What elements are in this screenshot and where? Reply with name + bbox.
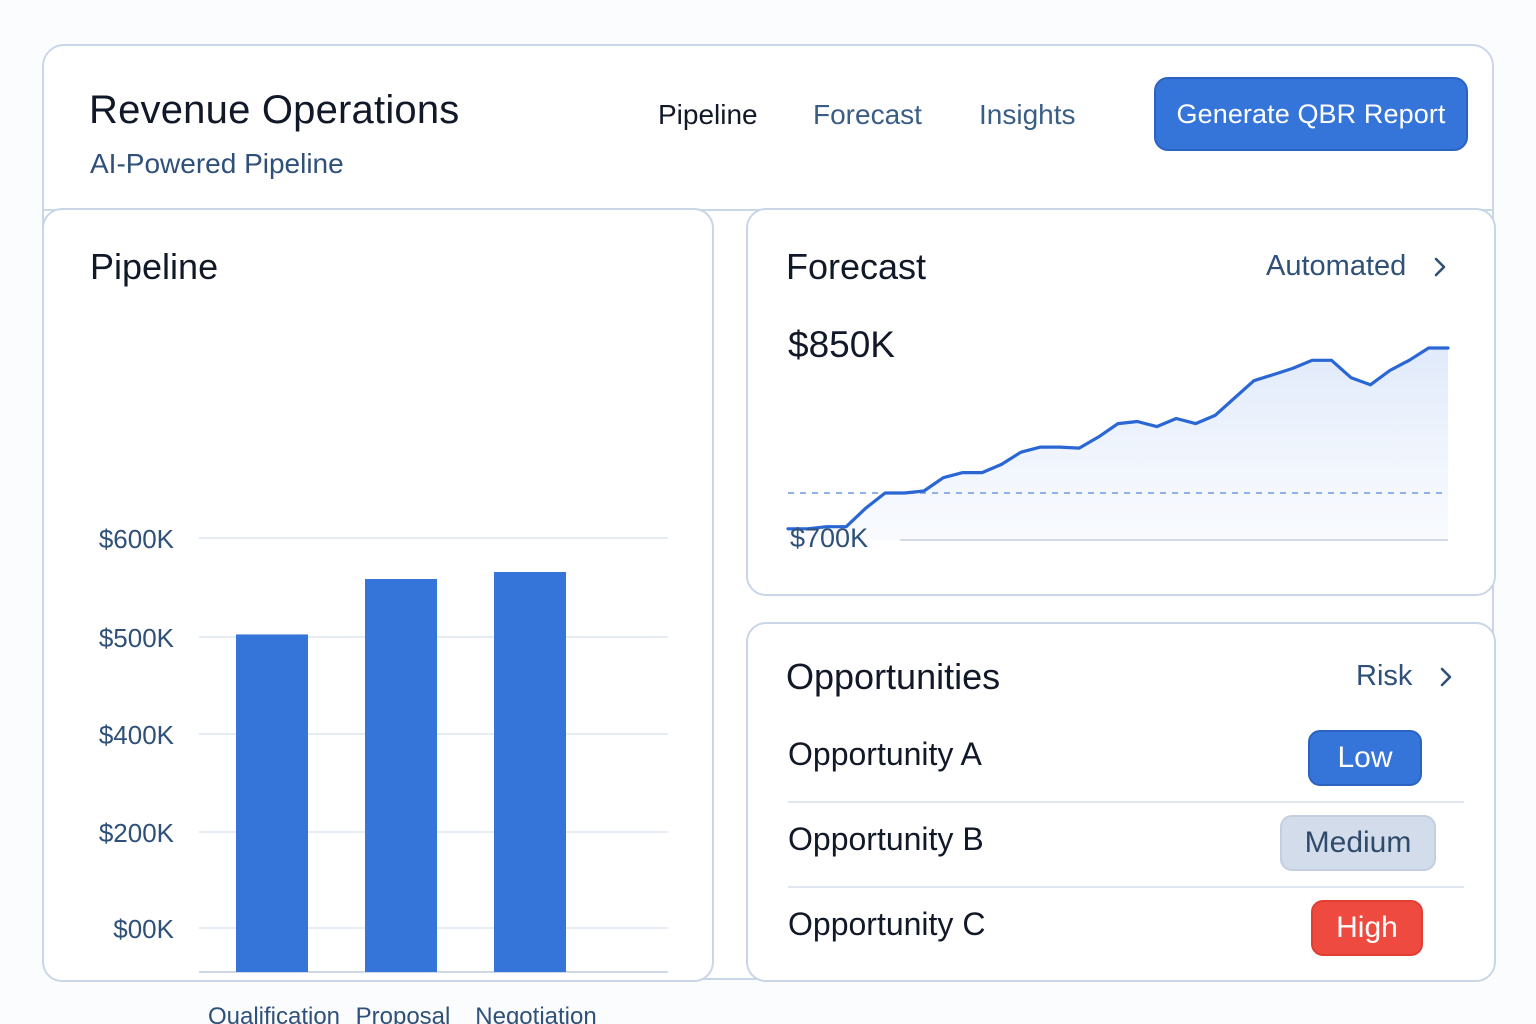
pipeline-bar-chart: $00K $200K $400K $500K $600K Qualification Pro… [99, 524, 668, 1024]
x-tick-label: Proposal [356, 1003, 451, 1024]
bar [494, 572, 566, 972]
risk-badge-low: Low [1308, 730, 1422, 786]
app-header: Revenue Operations AI-Powered Pipeline P… [44, 46, 1492, 211]
x-tick-label: Qualification [208, 1003, 340, 1024]
opportunity-name: Opportunity C [788, 906, 986, 942]
y-tick-label: $500K [99, 623, 175, 653]
tab-pipeline[interactable]: Pipeline [658, 99, 758, 130]
opportunity-row[interactable]: Opportunity C High [788, 888, 1464, 973]
y-tick-label: $00K [113, 914, 174, 944]
forecast-area-chart [786, 346, 1450, 541]
y-tick-label: $400K [99, 720, 175, 750]
opportunity-row[interactable]: Opportunity A Low [788, 718, 1464, 803]
y-tick-label: $600K [99, 524, 175, 554]
opportunity-name: Opportunity A [788, 736, 982, 772]
chevron-right-icon [1434, 257, 1446, 276]
forecast-link-label: Automated [1266, 250, 1407, 282]
forecast-automated-link[interactable]: Automated [1266, 250, 1448, 283]
tab-forecast[interactable]: Forecast [813, 99, 922, 130]
opportunity-name: Opportunity B [788, 821, 984, 857]
risk-badge-medium: Medium [1280, 815, 1436, 871]
bar [236, 634, 308, 972]
app-subtitle: AI-Powered Pipeline [90, 148, 344, 179]
risk-badge-high: High [1311, 900, 1423, 956]
pipeline-card: Pipeline $00K $200K $400K $500K $600K Qualifi… [42, 208, 714, 1024]
generate-qbr-report-button[interactable]: Generate QBR Report [1154, 77, 1468, 151]
app-title: Revenue Operations [89, 88, 460, 132]
opportunities-card-title: Opportunities [786, 656, 1001, 697]
tab-insights[interactable]: Insights [979, 99, 1076, 130]
opportunities-card: Opportunities Risk Opportunity A Low Opp… [746, 622, 1496, 982]
forecast-card: Forecast Automated $850K $700K [746, 208, 1496, 596]
forecast-line [786, 346, 1450, 531]
opportunity-row[interactable]: Opportunity B Medium [788, 803, 1464, 888]
bar [365, 579, 437, 972]
chevron-right-icon [1441, 667, 1452, 686]
forecast-area-fill [788, 348, 1448, 540]
forecast-value: $850K [788, 324, 895, 365]
pipeline-card-title: Pipeline [90, 246, 219, 287]
y-tick-label: $200K [99, 818, 175, 848]
forecast-baseline-label: $700K [790, 523, 869, 553]
x-tick-label: Negotiation [475, 1003, 596, 1024]
forecast-card-title: Forecast [786, 246, 927, 287]
opportunities-risk-link[interactable]: Risk [1356, 660, 1454, 693]
risk-link-label: Risk [1356, 660, 1413, 692]
